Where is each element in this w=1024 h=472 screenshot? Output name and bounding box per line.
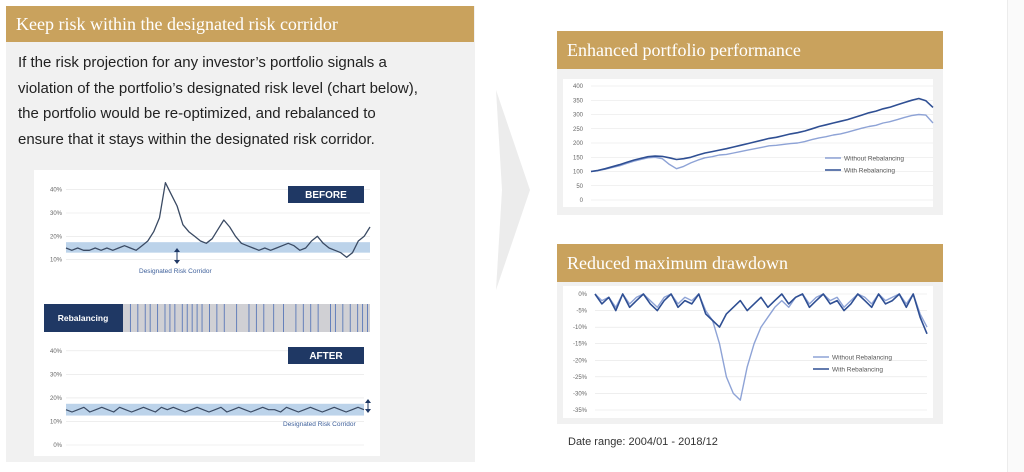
- y-tick-label: 400: [573, 84, 584, 90]
- rebalancing-badge: [44, 304, 123, 332]
- y-tick-label: 40%: [50, 349, 63, 355]
- before-label: BEFORE: [305, 190, 347, 201]
- y-tick-label: 20%: [50, 396, 63, 402]
- rebalancing-label: Rebalancing: [58, 313, 109, 323]
- description-line: ensure that it stays within the designat…: [18, 130, 375, 148]
- after-label: AFTER: [309, 351, 343, 362]
- y-tick-label: -15%: [573, 342, 588, 348]
- drawdown-chart: 0% -5% -10% -15% -20% -25% -30% -35% Without Re…: [563, 286, 933, 418]
- description-line: violation of the portfolio’s designated …: [18, 79, 418, 97]
- y-tick-label: 20%: [50, 234, 63, 240]
- before-badge: [288, 186, 364, 203]
- risk-corridor-banner-title: Keep risk within the designated risk cor…: [16, 14, 338, 34]
- y-tick-label: 0%: [578, 292, 587, 298]
- risk-corridor-band: [66, 242, 370, 253]
- y-tick-label: 30%: [50, 372, 63, 378]
- rebalancing-strip: [123, 304, 370, 332]
- y-tick-label: 10%: [50, 258, 63, 264]
- y-tick-label: -35%: [573, 408, 588, 414]
- drawdown-banner: Reduced maximum drawdown: [557, 244, 943, 282]
- drawdown-card: 0% -5% -10% -15% -20% -25% -30% -35% Without Re…: [557, 282, 943, 424]
- risk-corridor-banner: Keep risk within the designated risk cor…: [6, 6, 474, 42]
- y-tick-label: 250: [573, 127, 584, 133]
- y-tick-label: -10%: [573, 325, 588, 331]
- corridor-label-before: Designated Risk Corridor: [139, 268, 212, 275]
- y-tick-label: 200: [573, 141, 584, 147]
- after-badge: [288, 347, 364, 364]
- y-tick-label: 100: [573, 170, 584, 176]
- y-tick-label: 0: [580, 198, 584, 204]
- risk-description: If the risk projection for any investor’…: [18, 50, 468, 152]
- y-tick-label: -25%: [573, 375, 588, 381]
- corridor-arrow-icon: [174, 248, 180, 264]
- corridor-label-after: Designated Risk Corridor: [283, 421, 356, 428]
- risk-chart: 40% 30% 20% 10% Designated Risk Corridor BE…: [44, 182, 371, 449]
- y-tick-label: 40%: [50, 188, 63, 194]
- y-tick-label: -5%: [576, 309, 587, 315]
- description-line: the portfolio would be re-optimized, and…: [18, 105, 376, 122]
- risk-after-series: [65, 406, 365, 413]
- performance-card: 400 350 300 250 200 150 100 50 0 Without Rebalan…: [557, 69, 943, 215]
- y-tick-label: 150: [573, 155, 584, 161]
- date-range-note: Date range: 2004/01 - 2018/12: [568, 436, 718, 448]
- vertical-scrollbar[interactable]: [1007, 0, 1024, 472]
- performance-banner-title: Enhanced portfolio performance: [567, 40, 801, 60]
- legend-label: Without Rebalancing: [832, 355, 892, 362]
- chevron-right-icon: [496, 90, 530, 290]
- y-tick-label: -30%: [573, 391, 588, 397]
- series-with-rebalancing: [594, 293, 928, 335]
- y-tick-label: 350: [573, 98, 584, 104]
- y-tick-label: 10%: [50, 419, 63, 425]
- legend-label: Without Rebalancing: [844, 156, 904, 163]
- y-tick-label: 30%: [50, 211, 63, 217]
- description-line: If the risk projection for any investor’…: [18, 54, 387, 71]
- y-tick-label: 300: [573, 113, 584, 119]
- legend-label: With Rebalancing: [832, 367, 883, 374]
- performance-chart: 400 350 300 250 200 150 100 50 0 Without Rebalan…: [563, 79, 934, 207]
- drawdown-banner-title: Reduced maximum drawdown: [567, 253, 788, 273]
- risk-chart-card: 40% 30% 20% 10% Designated Risk Corridor BE…: [34, 170, 380, 456]
- legend-label: With Rebalancing: [844, 168, 895, 175]
- corridor-arrow-after-icon: [365, 399, 371, 413]
- series-without-rebalancing: [594, 293, 928, 401]
- risk-before-series: [65, 182, 371, 258]
- performance-banner: Enhanced portfolio performance: [557, 31, 943, 69]
- y-tick-label: -20%: [573, 358, 588, 364]
- y-tick-label: 50: [576, 184, 583, 190]
- series-with-rebalancing: [590, 97, 934, 173]
- series-without-rebalancing: [590, 113, 934, 173]
- y-tick-label: 0%: [53, 443, 62, 449]
